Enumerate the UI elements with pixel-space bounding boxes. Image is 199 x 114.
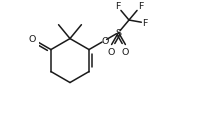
Text: O: O — [28, 35, 36, 44]
Text: S: S — [115, 29, 122, 38]
Text: O: O — [122, 47, 129, 56]
Text: O: O — [108, 47, 115, 56]
Text: F: F — [115, 2, 120, 11]
Text: F: F — [138, 2, 143, 11]
Text: F: F — [142, 19, 148, 27]
Text: O: O — [101, 36, 109, 45]
